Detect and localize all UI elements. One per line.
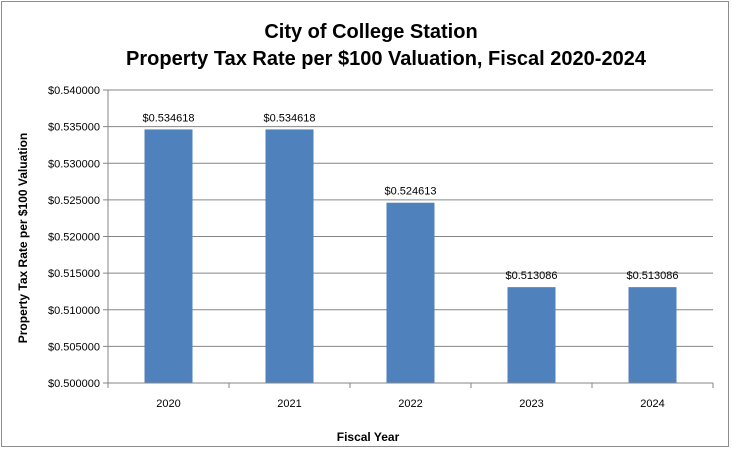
y-tick-label: $0.530000 <box>48 158 100 170</box>
axes <box>107 90 713 384</box>
x-axis-ticks: 2020 2021 2022 2023 2024 <box>107 383 714 410</box>
data-label-2022: $0.524613 <box>385 186 437 198</box>
gridlines <box>108 89 713 347</box>
y-tick-label: $0.515000 <box>48 268 100 280</box>
data-label-2023: $0.513086 <box>506 270 558 282</box>
x-tick-label: 2024 <box>640 398 664 410</box>
y-axis-ticks: $0.500000 $0.505000 $0.510000 $0.515000 $0.5… <box>48 85 108 390</box>
bar-2024 <box>628 287 677 383</box>
bars: $0.534618 $0.534618 $0.524613 $0.513086 $0.5… <box>143 112 679 383</box>
y-tick-label: $0.540000 <box>48 85 100 97</box>
bar-2021 <box>265 129 314 383</box>
chart-title-line1: City of College Station <box>264 21 477 43</box>
y-tick-label: $0.505000 <box>48 341 100 353</box>
data-label-2024: $0.513086 <box>627 270 679 282</box>
y-tick-label: $0.500000 <box>48 378 100 390</box>
x-tick-label: 2022 <box>398 398 422 410</box>
x-axis-title: Fiscal Year <box>337 430 400 444</box>
y-tick-label: $0.535000 <box>48 122 100 134</box>
bar-2023 <box>507 287 556 383</box>
y-tick-label: $0.520000 <box>48 232 100 244</box>
data-label-2020: $0.534618 <box>143 112 195 124</box>
x-tick-label: 2021 <box>277 398 301 410</box>
bar-2022 <box>386 202 435 383</box>
chart-title-line2: Property Tax Rate per $100 Valuation, Fi… <box>126 48 647 70</box>
bar-2020 <box>144 129 193 383</box>
y-axis-title: Property Tax Rate per $100 Valuation <box>16 133 30 344</box>
data-label-2021: $0.534618 <box>264 112 316 124</box>
x-tick-label: 2023 <box>519 398 543 410</box>
y-tick-label: $0.510000 <box>48 305 100 317</box>
y-tick-label: $0.525000 <box>48 195 100 207</box>
x-tick-label: 2020 <box>156 398 180 410</box>
